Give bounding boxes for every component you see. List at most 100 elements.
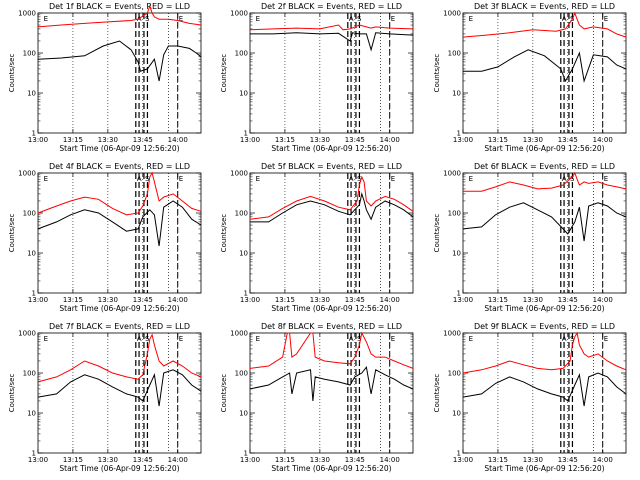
- x-tick-label: 13:15: [63, 136, 83, 144]
- event-marker-label: E: [469, 335, 473, 343]
- y-tick-label: 1: [244, 450, 248, 458]
- x-tick-label: 13:45: [133, 456, 153, 464]
- x-tick-label: 13:15: [275, 296, 295, 304]
- y-tick-label: 1000: [18, 330, 36, 338]
- panel-title: Det 9f BLACK = Events, RED = LLD: [474, 322, 615, 331]
- event-marker-label: E: [391, 175, 395, 183]
- plot-frame: [37, 12, 202, 134]
- y-tick-label: 10: [239, 250, 248, 258]
- series-line-lld: [37, 171, 202, 216]
- event-marker-label: E: [604, 335, 608, 343]
- y-tick-label: 100: [23, 210, 36, 218]
- series-line-lld: [462, 11, 627, 38]
- series-line-events: [250, 191, 414, 223]
- x-tick-label: 13:00: [28, 296, 48, 304]
- event-marker-label: E: [256, 175, 260, 183]
- x-tick-label: 14:00: [380, 456, 400, 464]
- plot-frame: [249, 12, 414, 134]
- plot-frame: [37, 332, 202, 454]
- event-marker-label: E: [256, 335, 260, 343]
- x-tick-label: 13:00: [240, 296, 260, 304]
- y-tick-label: 1000: [230, 170, 248, 178]
- y-axis-label: Counts/sec: [8, 374, 16, 413]
- x-tick-label: 13:30: [98, 456, 118, 464]
- series-line-events: [37, 369, 202, 407]
- x-tick-label: 13:30: [310, 136, 330, 144]
- plot-frame: [37, 172, 202, 294]
- series-line-lld: [37, 4, 202, 28]
- y-tick-label: 100: [235, 50, 248, 58]
- panel-7: Det 7f BLACK = Events, RED = LLD 13:00 13:…: [8, 322, 202, 473]
- event-marker-label: A: [349, 335, 354, 343]
- x-axis-label: Start Time (06-Apr-09 12:56:20): [484, 464, 604, 473]
- event-marker-label: E: [44, 175, 48, 183]
- x-tick-label: 13:15: [488, 296, 508, 304]
- series-line-lld: [37, 333, 202, 383]
- event-marker-label: A: [562, 15, 567, 23]
- x-tick-label: 13:30: [523, 136, 543, 144]
- y-tick-label: 10: [452, 410, 461, 418]
- y-tick-label: 10: [452, 90, 461, 98]
- x-tick-label: 13:00: [240, 136, 260, 144]
- y-tick-label: 1000: [230, 10, 248, 18]
- y-tick-label: 1: [32, 450, 36, 458]
- x-axis-label: Start Time (06-Apr-09 12:56:20): [484, 144, 604, 153]
- y-tick-label: 1000: [230, 330, 248, 338]
- panel-8: Det 8f BLACK = Events, RED = LLD 13:00 13:…: [220, 322, 414, 473]
- x-tick-label: 13:00: [28, 456, 48, 464]
- y-tick-label: 10: [27, 250, 36, 258]
- series-line-lld: [249, 24, 414, 31]
- panel-4: Det 4f BLACK = Events, RED = LLD 13:00 13:…: [8, 162, 202, 313]
- series-line-events: [462, 202, 627, 242]
- y-tick-label: 1: [244, 290, 248, 298]
- event-marker-label: A: [137, 175, 142, 183]
- y-axis-label: Counts/sec: [8, 214, 16, 253]
- series-line-events: [249, 366, 414, 402]
- x-axis-label: Start Time (06-Apr-09 12:56:20): [271, 464, 391, 473]
- plot-frame: [462, 12, 627, 134]
- series-line-lld: [249, 331, 414, 369]
- y-tick-label: 100: [448, 50, 461, 58]
- event-marker-label: S: [145, 175, 150, 183]
- event-marker-label: E: [604, 15, 608, 23]
- x-tick-label: 13:45: [133, 296, 153, 304]
- y-tick-label: 100: [23, 370, 36, 378]
- x-tick-label: 13:45: [133, 136, 153, 144]
- event-marker-label: A: [562, 175, 567, 183]
- event-marker-label: E: [44, 15, 48, 23]
- event-marker-label: S: [145, 335, 150, 343]
- plot-frame: [249, 172, 414, 294]
- panel-1: Det 1f BLACK = Events, RED = LLD 13:00 13:…: [8, 2, 202, 153]
- x-tick-label: 13:15: [488, 136, 508, 144]
- plot-frame: [462, 332, 627, 454]
- x-tick-label: 13:30: [310, 296, 330, 304]
- y-tick-label: 100: [235, 210, 248, 218]
- x-tick-label: 13:00: [453, 296, 473, 304]
- y-tick-label: 1: [32, 130, 36, 138]
- x-tick-label: 13:45: [345, 296, 365, 304]
- event-marker-label: E: [469, 15, 473, 23]
- panel-title: Det 4f BLACK = Events, RED = LLD: [49, 162, 190, 171]
- y-tick-label: 1: [457, 290, 461, 298]
- panel-title: Det 3f BLACK = Events, RED = LLD: [474, 2, 615, 11]
- y-tick-label: 1000: [18, 170, 36, 178]
- x-tick-label: 14:00: [168, 296, 188, 304]
- x-tick-label: 13:15: [275, 456, 295, 464]
- y-tick-label: 1: [457, 450, 461, 458]
- x-tick-label: 13:30: [523, 296, 543, 304]
- y-tick-label: 1000: [443, 330, 461, 338]
- plot-frame: [462, 172, 627, 294]
- x-tick-label: 13:30: [98, 296, 118, 304]
- panel-title: Det 5f BLACK = Events, RED = LLD: [261, 162, 402, 171]
- y-tick-label: 1000: [18, 10, 36, 18]
- x-tick-label: 13:00: [240, 456, 260, 464]
- y-tick-label: 100: [448, 370, 461, 378]
- series-line-lld: [462, 331, 627, 374]
- x-tick-label: 14:00: [380, 296, 400, 304]
- event-marker-label: E: [179, 335, 183, 343]
- x-axis-label: Start Time (06-Apr-09 12:56:20): [59, 464, 179, 473]
- event-marker-label: A: [137, 335, 142, 343]
- series-line-events: [463, 49, 627, 83]
- event-marker-label: E: [179, 15, 183, 23]
